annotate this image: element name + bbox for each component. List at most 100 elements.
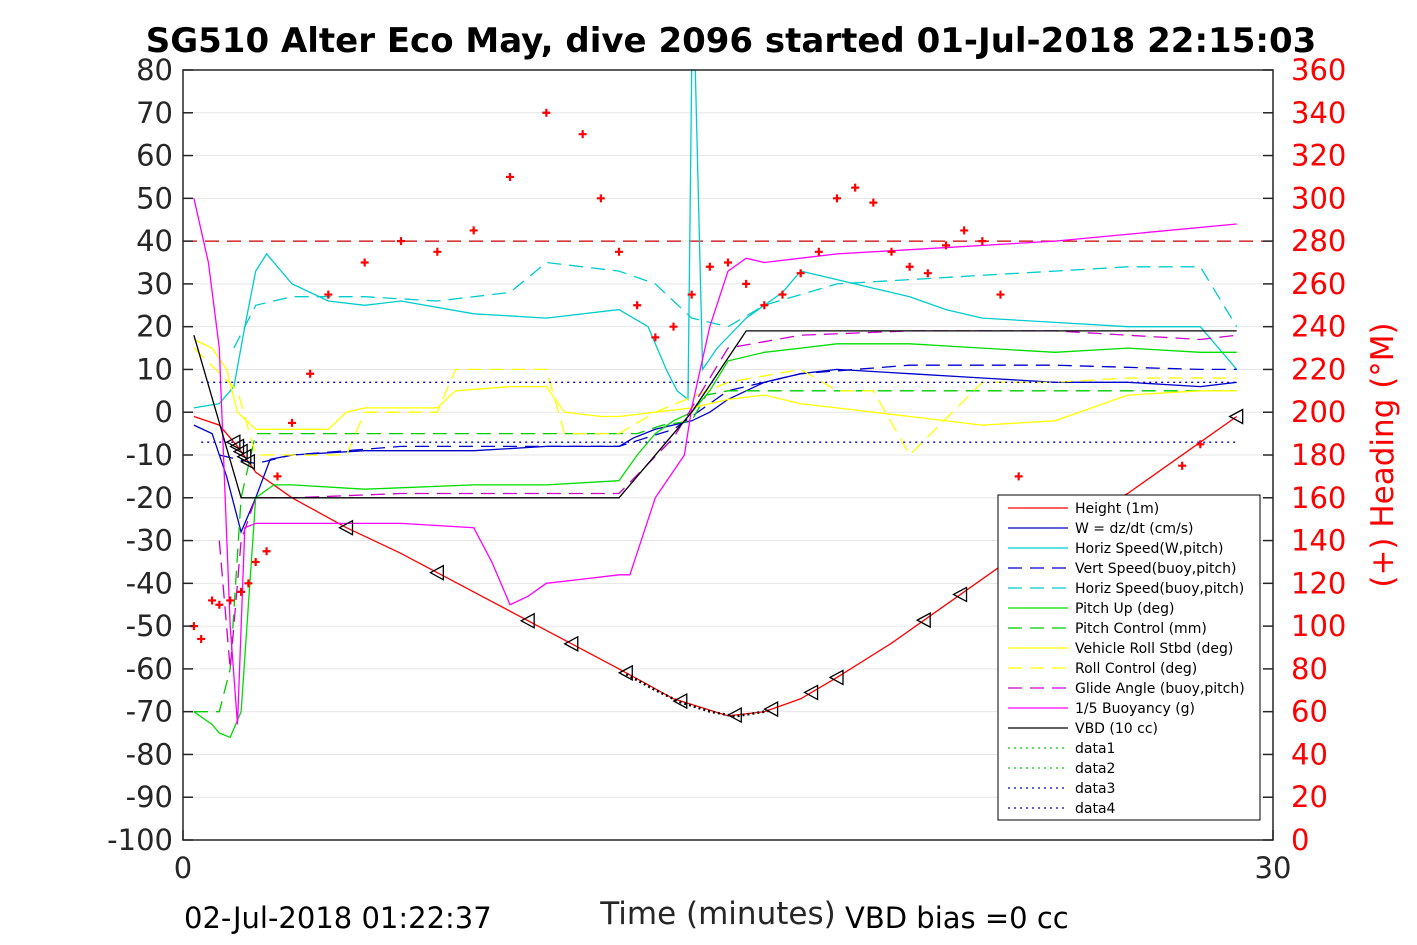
heading-point: [1196, 440, 1205, 449]
heading-point: [273, 472, 282, 481]
heading-point: [669, 322, 678, 331]
heading-point: [905, 262, 914, 271]
triangle-marker: [338, 519, 354, 536]
series-line-6: [193, 390, 1237, 713]
right-y-axis: 3603403203002802602402202001801601401201…: [1263, 53, 1346, 857]
right-tick-label: 40: [1291, 737, 1328, 771]
right-tick-label: 160: [1291, 481, 1346, 515]
triangle-marker: [563, 635, 579, 652]
left-tick-label: -60: [126, 652, 173, 686]
series-line-7: [193, 338, 1237, 430]
x-tick-label: 30: [1255, 851, 1292, 885]
footer-timestamp: 02-Jul-2018 01:22:37: [184, 901, 492, 935]
legend-label-14: data3: [1075, 781, 1115, 797]
left-tick-label: -90: [126, 780, 173, 814]
heading-point: [433, 247, 442, 256]
right-tick-label: 320: [1291, 139, 1346, 173]
heading-point: [869, 198, 878, 207]
heading-point: [215, 600, 224, 609]
left-tick-label: 0: [155, 395, 173, 429]
plot-series: [183, 69, 1273, 739]
heading-point: [760, 301, 769, 310]
right-tick-label: 340: [1291, 96, 1346, 130]
right-tick-label: 20: [1291, 780, 1328, 814]
left-tick-label: -20: [126, 481, 173, 515]
heading-point: [960, 226, 969, 235]
legend-label-13: data2: [1075, 761, 1115, 777]
right-axis-label: (+) Heading (°M): [1365, 322, 1401, 587]
legend-box: [997, 494, 1261, 821]
heading-point: [251, 557, 260, 566]
legend: Height (1m) W = dz/dt (cm/s) Horiz Speed(W…: [997, 494, 1261, 821]
heading-point: [705, 262, 714, 271]
left-tick-label: -100: [107, 823, 173, 857]
left-tick-label: -40: [126, 566, 173, 600]
heading-point: [887, 247, 896, 256]
legend-label-11: VBD (10 cc): [1075, 721, 1158, 737]
heading-point: [615, 247, 623, 256]
heading-point: [596, 194, 605, 203]
legend-label-7: Vehicle Roll Stbd (deg): [1075, 641, 1233, 657]
chart-title: SG510 Alter Eco May, dive 2096 started 0…: [146, 21, 1317, 61]
left-tick-label: 30: [136, 267, 173, 301]
legend-label-10: 1/5 Buoyancy (g): [1075, 701, 1195, 717]
right-tick-label: 120: [1291, 566, 1346, 600]
triangle-markers: [225, 408, 1244, 724]
legend-label-2: Horiz Speed(W,pitch): [1075, 541, 1223, 557]
heading-point: [237, 587, 246, 596]
legend-label-9: Glide Angle (buoy,pitch): [1075, 681, 1245, 697]
right-tick-label: 140: [1291, 524, 1346, 558]
heading-point: [578, 130, 587, 139]
heading-point: [1014, 472, 1023, 481]
left-tick-label: -10: [126, 438, 173, 472]
right-tick-label: 100: [1291, 609, 1346, 643]
left-tick-label: 10: [136, 352, 173, 386]
right-tick-label: 280: [1291, 224, 1346, 258]
left-tick-label: -70: [126, 695, 173, 729]
left-tick-label: -50: [126, 609, 173, 643]
triangle-marker: [763, 701, 779, 718]
right-tick-label: 80: [1291, 652, 1328, 686]
right-tick-label: 300: [1291, 181, 1346, 215]
left-tick-label: 40: [136, 224, 173, 258]
triangle-marker: [672, 693, 688, 710]
x-axis-label: Time (minutes): [599, 896, 835, 932]
left-tick-label: 60: [136, 139, 173, 173]
triangle-marker: [803, 684, 819, 701]
heading-point: [506, 172, 514, 181]
triangle-marker: [828, 669, 844, 686]
left-tick-label: -30: [126, 524, 173, 558]
triangle-marker: [1228, 408, 1244, 425]
x-tick-label: 0: [174, 851, 192, 885]
legend-label-3: Vert Speed(buoy,pitch): [1075, 561, 1237, 577]
legend-label-15: data4: [1075, 801, 1116, 817]
heading-point: [978, 237, 987, 246]
right-tick-label: 60: [1291, 695, 1328, 729]
heading-point: [324, 290, 333, 299]
series-line-10: [193, 198, 1237, 725]
series-line-11: [193, 330, 1237, 499]
triangle-marker: [726, 707, 742, 724]
legend-label-8: Roll Control (deg): [1075, 661, 1197, 677]
left-tick-label: 20: [136, 310, 173, 344]
right-tick-label: 260: [1291, 267, 1346, 301]
right-tick-label: 240: [1291, 310, 1346, 344]
heading-point: [996, 290, 1005, 299]
right-tick-label: 220: [1291, 352, 1346, 386]
heading-point: [360, 258, 369, 267]
heading-point: [742, 279, 751, 288]
x-axis: 0 30: [174, 830, 1292, 885]
heading-point: [796, 269, 805, 278]
triangle-marker: [952, 586, 968, 603]
heading-point: [288, 418, 296, 427]
left-tick-label: 70: [136, 96, 173, 130]
heading-point: [262, 547, 271, 556]
triangle-marker: [428, 564, 444, 581]
legend-label-12: data1: [1075, 741, 1115, 757]
right-tick-label: 200: [1291, 395, 1346, 429]
left-tick-label: 50: [136, 181, 173, 215]
right-tick-label: 360: [1291, 53, 1346, 87]
left-tick-label: -80: [126, 737, 173, 771]
heading-point: [197, 634, 206, 643]
heading-point: [469, 226, 478, 235]
